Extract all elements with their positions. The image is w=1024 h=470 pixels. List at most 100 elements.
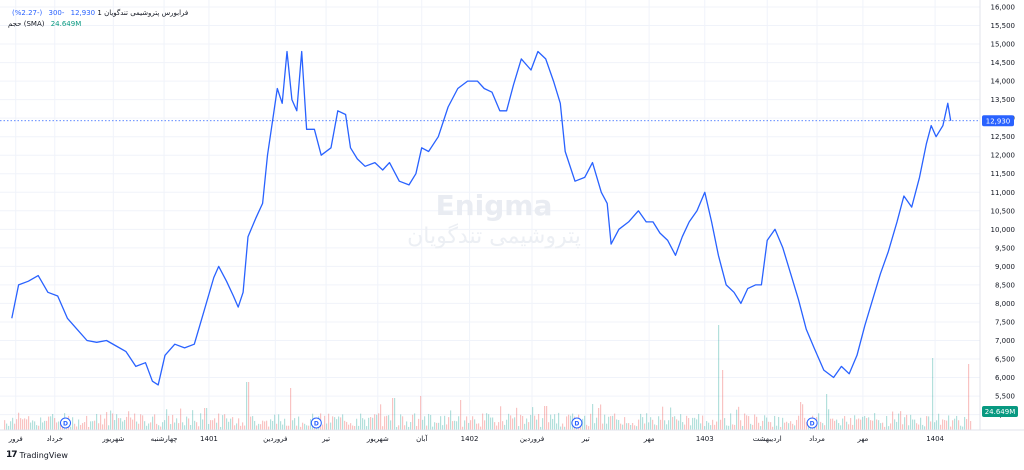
volume-bar — [352, 425, 354, 430]
volume-bar — [706, 421, 708, 430]
volume-bar — [648, 422, 650, 430]
volume-bar — [926, 416, 928, 430]
volume-bar — [256, 425, 258, 430]
volume-bar — [560, 426, 562, 430]
dividend-marker[interactable] — [806, 417, 818, 429]
volume-bar — [70, 426, 72, 430]
legend-symbol-title[interactable]: پتروشیمی تندگویان — [104, 9, 160, 17]
y-tick-label: 8,500 — [995, 281, 1015, 289]
volume-bar — [282, 424, 284, 430]
volume-bar — [434, 422, 436, 430]
dividend-marker[interactable] — [571, 417, 583, 429]
volume-bar — [38, 425, 40, 430]
volume-bar — [694, 417, 696, 430]
volume-bar — [338, 416, 340, 430]
volume-bar — [474, 419, 476, 430]
volume-bar — [486, 413, 488, 430]
dividend-marker[interactable] — [310, 417, 322, 429]
volume-bar — [470, 420, 472, 430]
volume-bar — [536, 419, 538, 430]
volume-bar — [60, 423, 62, 430]
volume-bar — [214, 418, 216, 430]
volume-bar — [328, 413, 330, 430]
y-tick-label: 12,000 — [991, 152, 1016, 160]
volume-bar — [754, 414, 756, 430]
volume-bar — [178, 423, 180, 430]
legend-volume-value: 24.649M — [50, 20, 82, 28]
volume-bar — [452, 421, 454, 430]
volume-bar — [764, 415, 766, 430]
x-tick-label: خرداد — [47, 435, 63, 443]
volume-bar — [506, 419, 508, 430]
volume-bar — [818, 413, 820, 430]
volume-bar — [738, 406, 740, 430]
volume-bar — [776, 425, 778, 430]
volume-bar — [28, 416, 30, 430]
volume-bar — [300, 426, 302, 430]
volume-bar — [696, 419, 698, 430]
volume-bar — [106, 412, 108, 430]
y-tick-label: 16,000 — [991, 4, 1016, 12]
volume-bar — [370, 417, 372, 430]
volume-bar — [196, 422, 198, 430]
volume-bar — [240, 425, 242, 430]
legend-interval: 1 — [97, 9, 102, 17]
volume-bar — [716, 421, 718, 430]
volume-bar — [52, 414, 54, 430]
volume-bar — [136, 421, 138, 430]
volume-bar — [244, 425, 246, 430]
volume-bar — [496, 425, 498, 430]
tradingview-brand[interactable]: 17 TradingView — [6, 450, 68, 460]
volume-bar — [530, 414, 532, 430]
volume-bar — [98, 423, 100, 430]
dividend-marker[interactable] — [59, 417, 71, 429]
volume-bar — [404, 425, 406, 430]
volume-bar — [108, 425, 110, 430]
volume-bar — [410, 422, 412, 430]
volume-bar — [834, 420, 836, 430]
volume-bar — [900, 411, 902, 430]
volume-bar — [540, 426, 542, 430]
legend-symbol-row: فرابورس پتروشیمی تندگویان 1 12,930 -300 … — [8, 9, 188, 17]
volume-bar — [362, 418, 364, 430]
volume-bar — [42, 422, 44, 430]
volume-bar — [520, 414, 522, 430]
volume-bar — [730, 413, 732, 430]
volume-bar — [472, 416, 474, 430]
price-line[interactable] — [11, 50, 952, 386]
volume-bar — [100, 414, 102, 430]
volume-bar — [114, 420, 116, 430]
watermark-layer: Enigma پتروشیمی تندگویان — [407, 189, 581, 249]
y-tick-label: 12,500 — [991, 133, 1016, 141]
legend-source: فرابورس — [161, 9, 189, 17]
volume-bar — [770, 422, 772, 430]
volume-bar — [790, 421, 792, 430]
volume-bar — [618, 419, 620, 430]
volume-bar — [308, 425, 310, 430]
volume-bar — [112, 413, 114, 430]
last-price-tag — [982, 115, 1014, 127]
volume-bar — [260, 424, 262, 430]
volume-bar — [82, 423, 84, 430]
volume-bar — [686, 415, 688, 430]
volume-bar — [448, 417, 450, 430]
volume-bar — [204, 408, 206, 430]
volume-bar — [624, 417, 626, 430]
volume-bar — [466, 416, 468, 430]
volume-bar — [180, 408, 182, 430]
legend-volume-label[interactable]: حجم (SMA) — [8, 20, 45, 28]
volume-bar — [734, 424, 736, 430]
volume-bar — [252, 416, 254, 430]
volume-bar — [436, 422, 438, 430]
y-tick-label: 5,500 — [995, 393, 1015, 401]
volume-bar — [766, 417, 768, 430]
volume-bar — [518, 426, 520, 430]
volume-bar — [356, 418, 358, 430]
volume-bar — [444, 415, 446, 430]
x-tick-label: 1401 — [200, 435, 218, 443]
volume-bar — [190, 425, 192, 430]
volume-bar — [254, 420, 256, 430]
volume-bar — [200, 413, 202, 430]
